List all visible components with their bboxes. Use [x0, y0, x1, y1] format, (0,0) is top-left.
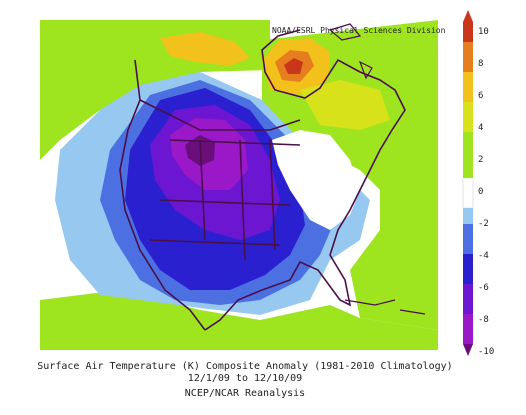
colorbar-midblue [463, 224, 473, 254]
colorbar-tick-4: 4 [478, 123, 484, 133]
anomaly-field-red-hudson [284, 58, 303, 74]
colorbar-green [463, 132, 473, 178]
colorbar-lightblue [463, 208, 473, 224]
colorbar-red [463, 22, 473, 42]
colorbar-bottom-cap [463, 344, 473, 356]
anomaly-field-white-east [272, 130, 360, 230]
caption-dates: 12/1/09 to 12/10/09 [187, 373, 303, 384]
colorbar-darkblue [463, 254, 473, 284]
colorbar-tick-neg6: -6 [478, 283, 489, 293]
colorbar-tick-neg10: -10 [478, 347, 495, 357]
islands [328, 23, 426, 315]
colorbar-tick-8: 8 [478, 59, 484, 69]
colorbar-orange [463, 42, 473, 72]
colorbar-tick-neg4: -4 [478, 251, 489, 261]
anomaly-field-green-south [40, 290, 438, 350]
coastlines [119, 29, 406, 331]
colorbar-magenta [463, 314, 473, 344]
colorbar-yellow [463, 72, 473, 102]
colorbar-tick-neg8: -8 [478, 315, 489, 325]
colorbar-tick-0: 0 [478, 187, 484, 197]
colorbar [462, 10, 474, 356]
credit-text: NOAA/ESRL Physical Sciences Division [272, 26, 446, 35]
colorbar-purple [463, 284, 473, 314]
colorbar-white [462, 177, 474, 209]
colorbar-yellowgreen [463, 102, 473, 132]
colorbar-tick-6: 6 [478, 91, 484, 101]
anomaly-field-yellowgreen-northeast [300, 80, 390, 130]
caption-title: Surface Air Temperature (K) Composite An… [37, 361, 453, 372]
colorbar-tick-neg2: -2 [478, 219, 489, 229]
colorbar-top-cap [463, 10, 473, 22]
caption-source: NCEP/NCAR Reanalysis [184, 388, 306, 399]
colorbar-tick-2: 2 [478, 155, 484, 165]
anomaly-field-yellow-north [160, 32, 250, 66]
colorbar-tick-10: 10 [478, 27, 489, 37]
